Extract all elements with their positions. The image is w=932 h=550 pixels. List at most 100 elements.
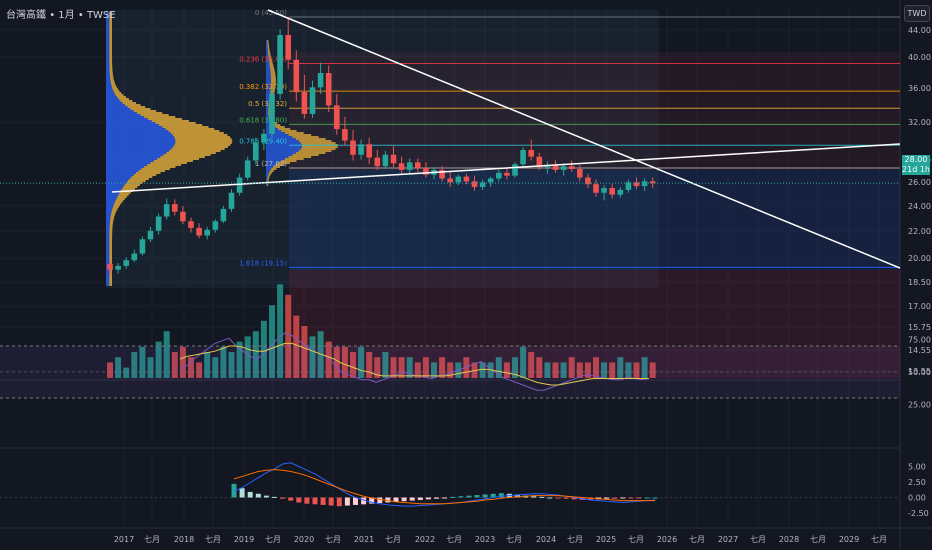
vp-row-up [106, 128, 166, 130]
volume-bar [593, 357, 599, 378]
volume-bar [463, 357, 470, 378]
vp-row-up [106, 54, 110, 56]
candle-body [496, 172, 502, 179]
candle-body [617, 189, 624, 195]
vp-row-down [109, 246, 113, 248]
vp2-row-up [266, 108, 269, 110]
candle-body [487, 178, 494, 183]
candle-body [325, 73, 332, 106]
price-tick-label: 36.00 [908, 84, 931, 93]
symbol-header[interactable]: 台灣高鐵 • 1月 • TWSE [6, 6, 116, 21]
vp-row-down [169, 150, 221, 152]
vp-row-down [126, 182, 143, 184]
vp-row-down [150, 162, 187, 164]
vp-row-up [106, 134, 173, 136]
vp-row-up [106, 120, 152, 122]
vp-row-down [163, 154, 211, 156]
vp-row-down [109, 242, 113, 244]
macd-hist-bar [490, 493, 496, 498]
currency-button[interactable]: TWD [904, 5, 930, 22]
vp2-row-down [278, 128, 291, 130]
vp-row-up [106, 150, 170, 152]
vp2-row-down [275, 164, 285, 166]
vp-row-down [109, 20, 113, 22]
macd-hist-bar [466, 495, 472, 498]
candle-body [107, 264, 113, 270]
macd-hist-bar [425, 497, 431, 500]
candle-body [504, 172, 510, 176]
time-tick-label: 2027 [718, 535, 738, 544]
vp-row-down [109, 54, 113, 56]
vp-row-down [124, 184, 140, 186]
candle-body [334, 105, 340, 130]
time-tick-label: 七月 [628, 535, 644, 544]
vp-row-up [106, 84, 112, 86]
header-separator: • [49, 10, 56, 21]
volume-bar [536, 357, 543, 378]
vp-row-up [106, 174, 134, 176]
vp-row-down [136, 112, 163, 114]
macd-hist-bar [434, 497, 439, 499]
vp-row-down [109, 272, 113, 274]
vp-row-up [106, 110, 134, 112]
vp2-row-up [266, 132, 285, 134]
vp-row-down [109, 284, 112, 286]
vp-row-up [106, 122, 156, 124]
vp-row-up [106, 276, 110, 278]
vp-row-up [106, 74, 110, 76]
vp2-row-down [269, 64, 274, 66]
trendlines [0, 9, 901, 269]
vp-row-down [109, 260, 113, 262]
candle-body [188, 221, 194, 228]
vp-row-up [106, 90, 114, 92]
vp2-row-down [268, 172, 272, 174]
vp-row-down [109, 26, 113, 28]
vp2-row-up [266, 164, 276, 166]
vp-row-down [109, 14, 113, 16]
vp2-row-down [278, 162, 291, 164]
vp2-row-up [266, 120, 271, 122]
vp2-row-down [269, 170, 274, 172]
candle-body [463, 176, 470, 182]
macd-hist-bar [474, 495, 480, 498]
vp2-row-down [269, 62, 273, 64]
price-tick-label: 20.00 [908, 254, 931, 263]
vp-row-down [133, 174, 157, 176]
vp-row-down [109, 250, 113, 252]
vp2-row-up [266, 114, 269, 116]
volume-bar [601, 362, 608, 378]
volume-bar [269, 305, 275, 378]
vp-row-down [109, 252, 113, 254]
vp-row-down [129, 178, 149, 180]
volume-bar [358, 346, 365, 378]
vp-row-down [144, 166, 176, 168]
volume-bar [617, 357, 624, 378]
candle-body [382, 154, 389, 167]
candle-body [301, 92, 308, 114]
vp-row-up [106, 124, 159, 126]
vp2-row-up [266, 160, 282, 162]
time-tick-label: 七月 [810, 535, 826, 544]
vp-row-down [162, 126, 209, 128]
vp-row-down [138, 170, 166, 172]
vp-row-up [106, 226, 110, 228]
vp-row-up [106, 186, 124, 188]
vp-row-up [106, 178, 130, 180]
volume-profile [106, 12, 338, 286]
vp2-row-up [266, 172, 269, 174]
vp2-row-down [267, 50, 270, 52]
vp-row-down [110, 220, 114, 222]
price-tick-label: 13.55 [908, 367, 931, 376]
vp-row-up [106, 24, 110, 26]
vp-row-up [106, 230, 110, 232]
volume-bar [544, 362, 551, 378]
time-tick-label: 2025 [596, 535, 616, 544]
vp-row-down [111, 84, 116, 86]
volume-bar [568, 357, 575, 378]
vp-row-up [106, 142, 176, 144]
vp-row-down [109, 234, 113, 236]
volume-bar [107, 362, 113, 378]
vp2-row-up [266, 58, 269, 60]
vp2-row-down [281, 130, 297, 132]
